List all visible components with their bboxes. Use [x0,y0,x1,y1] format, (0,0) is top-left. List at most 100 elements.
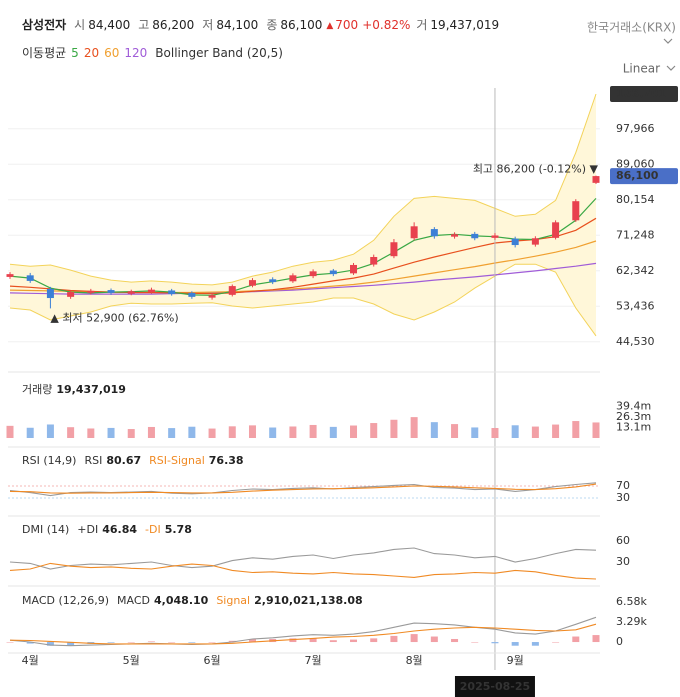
bar [147,426,155,438]
stock-name: 삼성전자 [22,17,66,32]
y-tick-label: 60 [616,534,630,547]
y-tick-label: 70 [616,479,630,492]
bar [572,636,580,643]
bar [67,427,75,438]
series-value: 80.67 [106,454,141,467]
y-tick-label: 53,436 [616,299,655,312]
quote-label: 종 [266,18,277,32]
series-value: 5.78 [165,523,192,536]
x-tick-label: 4월 [22,654,39,667]
candle-body [107,290,115,293]
collapse-icon[interactable] [663,38,673,44]
candle-body [350,264,358,274]
candle-body [46,288,54,299]
candle-body [289,275,297,282]
candle-body [430,229,438,237]
candle-body [168,290,176,295]
legend-line: 이동평균 5 20 60 120 Bollinger Band (20,5) [22,46,283,60]
candle-body [147,289,155,293]
exchange: 한국거래소(KRX) [587,21,676,35]
indicator-line [9,616,597,647]
bar [168,642,176,643]
bar [471,427,479,438]
bar [107,427,115,438]
x-tick-label: 6월 [204,654,221,667]
bar [208,642,216,643]
bar [127,642,135,643]
bar [572,421,580,438]
bar [471,642,479,643]
y-tick-label: 26.3m [616,410,651,423]
panel-title: MACD (12,26,9) [22,594,109,607]
series-value: 2,910,021,138.08 [254,594,363,607]
scale-mode[interactable]: Linear [623,62,660,76]
bar [329,640,337,643]
bar [552,424,560,438]
candle-body [127,291,135,294]
change-percent: +0.82% [362,18,410,32]
series-value: 76.38 [209,454,244,467]
bar [46,424,54,438]
y-tick-label: 89,060 [616,157,655,170]
bar [592,422,600,438]
bar [350,425,358,438]
series-name: RSI-Signal [149,454,205,467]
bar [127,429,135,438]
candle-body [390,242,398,257]
y-tick-label: 3.29k [616,615,647,628]
series-name: RSI [84,454,102,467]
bar [329,426,337,438]
quote-label: 저 [202,18,213,32]
y-tick-label: 30 [616,555,630,568]
bar [511,642,519,646]
change-arrow: ▲ [326,21,333,31]
x-tick-label: 8월 [406,654,423,667]
y-tick-label: 80,154 [616,193,655,206]
y-tick-label: 6.58k [616,595,647,608]
price-badge [610,168,678,185]
bar [188,426,196,438]
candle-body [248,280,256,286]
legend-item: 5 [71,46,79,60]
panel-title: DMI (14) [22,523,69,536]
candle-body [87,290,95,293]
candle-body [552,222,560,238]
bar [491,428,499,438]
bar [208,428,216,438]
candle-body [329,270,337,275]
bar [390,419,398,438]
candle-body [531,238,539,245]
bar [46,642,54,646]
bar [87,428,95,438]
price-badge [610,85,678,102]
panel-label: 거래량 19,437,019 [22,383,126,396]
candle-body [188,292,196,297]
indicator-line [9,483,597,494]
panel-label: RSI (14,9) RSI 80.67 RSI-Signal 76.38 [22,454,244,467]
bar [67,642,75,646]
y-tick-label: 39.4m [616,399,651,412]
y-tick-label: 71,248 [616,228,655,241]
crosshair-label: 2025-08-25 [460,680,530,693]
candle-body [370,256,378,265]
scale-dropdown[interactable] [666,65,676,71]
bollinger-area [10,94,596,336]
bar [350,639,358,643]
legend-item: 20 [84,46,99,60]
candle-body [228,286,236,295]
bar [491,642,499,644]
quote-line: 삼성전자 시 84,400 고 86,200 저 84,100 종 86,100 ▲ 700 +0.8… [22,17,499,32]
candle-body [511,238,519,246]
legend-title: 이동평균 [22,46,66,60]
price-badge-label: 106,701 [616,87,666,100]
candle-body [572,201,580,221]
bar [26,427,34,438]
price-badge-label: 86,100 [616,169,659,182]
candle-body [592,176,600,183]
bar [370,638,378,643]
bar [107,642,115,643]
series-value: 4,048.10 [154,594,209,607]
candle-body [491,235,499,238]
bar [228,640,236,643]
series-name: MACD [117,594,150,607]
